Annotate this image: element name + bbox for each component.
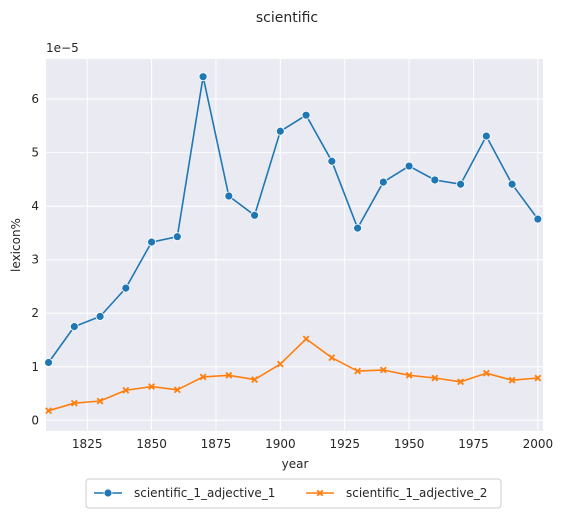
x-tick-label: 1950	[394, 437, 425, 451]
series-scientific_1_adjective_1	[44, 72, 543, 367]
plot-area	[46, 59, 543, 431]
data-point	[276, 360, 284, 368]
data-point	[275, 126, 285, 136]
series-scientific_1_adjective_2	[45, 335, 542, 415]
x-axis-label: year	[282, 457, 309, 471]
y-tick-label: 2	[31, 306, 39, 320]
data-point	[456, 179, 465, 189]
data-point	[302, 335, 310, 343]
data-point	[379, 366, 387, 374]
y-tick-label: 5	[31, 146, 39, 160]
x-tick-label: 1900	[265, 437, 296, 451]
legend-marker	[316, 489, 324, 497]
legend-item: scientific_1_adjective_2	[306, 486, 487, 500]
data-point	[147, 237, 156, 247]
data-point	[533, 214, 543, 224]
data-point	[354, 367, 362, 375]
data-point	[405, 371, 413, 379]
data-point	[199, 373, 207, 381]
data-point	[224, 191, 234, 201]
legend-frame	[85, 478, 502, 509]
data-point	[301, 110, 311, 120]
data-point	[251, 376, 259, 384]
data-point	[96, 397, 104, 405]
data-point	[45, 407, 53, 415]
data-point	[431, 374, 439, 382]
tick-labels: 1825 1850 1875 1900 1925 1950 1975 2000 0 1 2 3 4 5 6	[31, 92, 553, 451]
x-tick-label: 1975	[458, 437, 489, 451]
y-tick-label: 4	[31, 199, 39, 213]
data-point	[327, 156, 337, 166]
data-point	[173, 386, 181, 394]
x-tick-label: 2000	[523, 437, 554, 451]
legend-label: scientific_1_adjective_2	[346, 486, 487, 500]
data-point	[482, 369, 490, 377]
grid-lines	[46, 59, 543, 431]
data-point	[508, 376, 516, 384]
x-tick-label: 1850	[136, 437, 167, 451]
data-point	[481, 131, 491, 141]
legend: scientific_1_adjective_1 scientific_1_adj…	[85, 478, 502, 509]
y-tick-label: 6	[31, 92, 39, 106]
data-point	[172, 232, 182, 242]
series-line	[48, 338, 538, 412]
data-point	[225, 371, 233, 379]
x-tick-label: 1825	[72, 437, 103, 451]
data-point	[121, 283, 131, 293]
legend-item: scientific_1_adjective_1	[94, 486, 275, 500]
legend-label: scientific_1_adjective_1	[134, 486, 275, 500]
data-point	[353, 223, 362, 233]
data-point	[430, 175, 440, 185]
y-tick-label: 0	[31, 413, 39, 427]
data-point	[148, 383, 156, 391]
data-point	[328, 354, 336, 362]
x-tick-label: 1875	[201, 437, 232, 451]
data-point	[378, 177, 388, 187]
data-point	[44, 358, 53, 367]
y-offset-label: 1e−5	[46, 41, 79, 55]
data-point	[534, 374, 542, 382]
x-tick-label: 1925	[329, 437, 360, 451]
y-tick-label: 1	[31, 360, 39, 374]
data-point	[507, 179, 517, 189]
y-tick-label: 3	[31, 253, 39, 267]
data-point	[404, 161, 414, 171]
data-point	[250, 210, 259, 220]
chart-title: scientific	[256, 10, 318, 26]
series-layer	[44, 72, 543, 415]
data-point	[457, 378, 465, 386]
data-point	[69, 322, 79, 332]
data-point	[122, 386, 130, 394]
data-point	[95, 312, 105, 321]
data-point	[198, 72, 208, 82]
y-axis-label: lexicon%	[9, 218, 23, 272]
legend-marker	[103, 488, 113, 498]
data-point	[70, 399, 78, 407]
